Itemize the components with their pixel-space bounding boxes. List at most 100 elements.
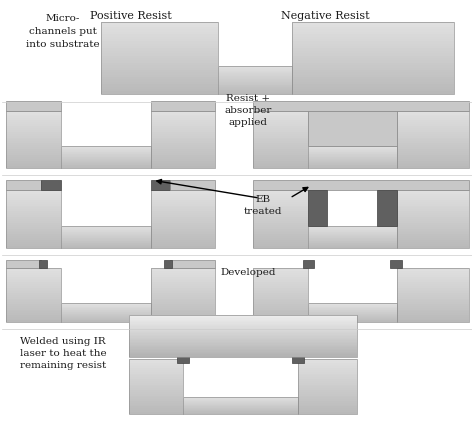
- Bar: [298, 370, 357, 372]
- Bar: [151, 277, 215, 278]
- Bar: [151, 317, 215, 319]
- Bar: [61, 226, 151, 248]
- Bar: [129, 321, 357, 322]
- Bar: [151, 240, 215, 242]
- Bar: [61, 157, 151, 158]
- Bar: [61, 310, 151, 311]
- Bar: [253, 159, 308, 161]
- Bar: [61, 233, 151, 234]
- Bar: [253, 221, 308, 223]
- Bar: [151, 268, 215, 322]
- Bar: [397, 238, 470, 240]
- Bar: [61, 153, 151, 154]
- Bar: [151, 284, 215, 286]
- Bar: [164, 260, 173, 268]
- Bar: [308, 304, 397, 322]
- Bar: [7, 240, 61, 242]
- Bar: [397, 204, 470, 206]
- Bar: [101, 87, 218, 89]
- Bar: [151, 234, 215, 236]
- Bar: [253, 138, 308, 139]
- Bar: [151, 291, 215, 293]
- Bar: [7, 210, 61, 211]
- Bar: [253, 310, 308, 311]
- Bar: [397, 162, 470, 165]
- Bar: [101, 91, 218, 94]
- Bar: [151, 159, 215, 161]
- Bar: [302, 260, 315, 268]
- Bar: [218, 68, 292, 69]
- Bar: [218, 73, 292, 74]
- Bar: [61, 148, 151, 149]
- Bar: [61, 237, 151, 238]
- Bar: [397, 219, 470, 221]
- Bar: [308, 311, 397, 312]
- Bar: [218, 69, 292, 70]
- Bar: [253, 320, 308, 322]
- Bar: [61, 227, 151, 228]
- Bar: [151, 297, 215, 299]
- Bar: [308, 146, 397, 147]
- Bar: [253, 147, 308, 149]
- Bar: [308, 162, 397, 163]
- Bar: [101, 72, 218, 75]
- Bar: [308, 318, 397, 319]
- Bar: [397, 153, 470, 155]
- Bar: [151, 306, 215, 308]
- Bar: [397, 207, 470, 210]
- Bar: [7, 142, 61, 143]
- Bar: [129, 335, 357, 336]
- Bar: [7, 165, 61, 166]
- Bar: [397, 234, 470, 236]
- Bar: [151, 304, 215, 306]
- Bar: [7, 200, 61, 202]
- Bar: [397, 240, 470, 242]
- Bar: [253, 207, 308, 210]
- Bar: [183, 409, 298, 410]
- Bar: [151, 213, 215, 215]
- Bar: [151, 219, 215, 221]
- Bar: [101, 75, 218, 77]
- Bar: [151, 242, 215, 244]
- Text: Welded using IR: Welded using IR: [20, 337, 106, 346]
- Bar: [151, 166, 215, 168]
- Bar: [253, 301, 308, 302]
- Bar: [129, 408, 183, 410]
- Bar: [397, 315, 470, 317]
- Bar: [308, 321, 397, 322]
- Bar: [7, 120, 61, 122]
- Bar: [7, 206, 61, 207]
- Bar: [61, 309, 151, 310]
- Bar: [7, 221, 61, 223]
- Bar: [151, 223, 215, 225]
- Bar: [61, 147, 151, 148]
- Bar: [292, 84, 454, 87]
- Bar: [298, 368, 357, 370]
- Bar: [253, 200, 308, 202]
- Bar: [292, 87, 454, 89]
- Bar: [151, 310, 215, 311]
- Bar: [292, 75, 454, 77]
- Bar: [61, 152, 151, 153]
- Bar: [151, 210, 215, 211]
- Bar: [151, 114, 215, 116]
- Bar: [253, 308, 308, 310]
- Bar: [397, 301, 470, 302]
- Bar: [253, 118, 308, 120]
- Bar: [292, 82, 454, 84]
- Bar: [101, 63, 218, 65]
- Bar: [253, 290, 308, 291]
- Bar: [101, 22, 218, 94]
- Bar: [298, 407, 357, 408]
- Bar: [308, 233, 397, 234]
- Bar: [7, 162, 61, 165]
- Bar: [61, 162, 151, 163]
- Bar: [397, 192, 470, 194]
- Bar: [253, 136, 308, 138]
- Bar: [183, 402, 298, 403]
- Bar: [397, 278, 470, 281]
- Bar: [7, 207, 61, 210]
- Bar: [7, 128, 61, 130]
- Bar: [308, 234, 397, 235]
- Bar: [292, 22, 454, 25]
